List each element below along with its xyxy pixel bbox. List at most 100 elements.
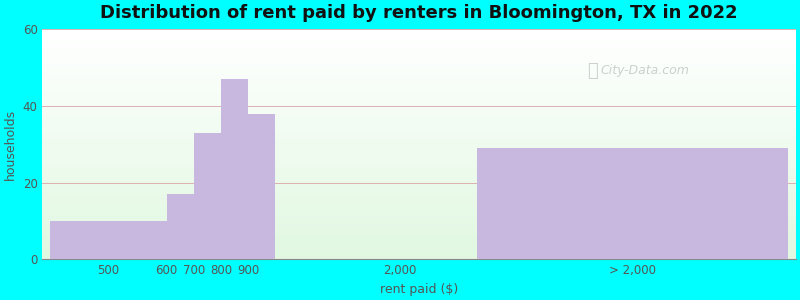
X-axis label: rent paid ($): rent paid ($): [380, 283, 458, 296]
Bar: [42, 94, 796, 96]
Bar: [42, 170, 796, 172]
Bar: [42, 257, 796, 260]
Bar: [42, 43, 796, 45]
Bar: [42, 206, 796, 209]
Bar: [42, 246, 796, 248]
Bar: [42, 75, 796, 78]
Bar: [42, 140, 796, 142]
Bar: [42, 48, 796, 50]
Bar: [42, 117, 796, 119]
Bar: [42, 78, 796, 80]
Bar: [42, 114, 796, 117]
Bar: [42, 73, 796, 75]
Bar: [42, 255, 796, 257]
Bar: [42, 38, 796, 41]
Bar: [42, 128, 796, 130]
Bar: [42, 250, 796, 253]
Bar: [42, 29, 796, 32]
Bar: [42, 197, 796, 200]
Bar: [42, 107, 796, 110]
Bar: [42, 34, 796, 36]
Bar: [42, 172, 796, 174]
Bar: [42, 110, 796, 112]
Bar: [42, 80, 796, 82]
Bar: [42, 85, 796, 87]
Bar: [42, 41, 796, 43]
Bar: [42, 181, 796, 184]
Bar: [42, 158, 796, 160]
Bar: [42, 52, 796, 55]
Bar: [42, 174, 796, 177]
Bar: [42, 204, 796, 206]
Bar: [42, 89, 796, 92]
Bar: [42, 223, 796, 225]
Bar: [42, 241, 796, 243]
Bar: [42, 137, 796, 140]
Bar: [42, 142, 796, 144]
Bar: [42, 151, 796, 154]
Bar: [42, 59, 796, 61]
Bar: [42, 184, 796, 186]
Bar: [42, 209, 796, 211]
Bar: [42, 163, 796, 165]
Bar: [42, 66, 796, 68]
Bar: [42, 232, 796, 234]
Bar: [42, 119, 796, 121]
Bar: [42, 243, 796, 246]
Y-axis label: households: households: [4, 109, 17, 180]
Bar: [42, 126, 796, 128]
Bar: [194, 133, 221, 260]
Bar: [221, 79, 248, 260]
Bar: [42, 61, 796, 64]
Bar: [42, 133, 796, 135]
Bar: [42, 236, 796, 239]
Bar: [42, 87, 796, 89]
Bar: [42, 144, 796, 147]
Bar: [42, 179, 796, 181]
Bar: [42, 225, 796, 227]
Bar: [42, 188, 796, 190]
Bar: [42, 186, 796, 188]
Bar: [42, 50, 796, 52]
Bar: [42, 149, 796, 151]
Bar: [166, 194, 194, 260]
Bar: [42, 82, 796, 85]
Bar: [42, 71, 796, 73]
Bar: [42, 213, 796, 216]
Bar: [50, 221, 166, 260]
Bar: [42, 160, 796, 163]
Bar: [42, 55, 796, 57]
Bar: [42, 200, 796, 202]
Bar: [42, 32, 796, 34]
Bar: [42, 234, 796, 236]
Bar: [42, 195, 796, 197]
Bar: [42, 147, 796, 149]
Bar: [42, 190, 796, 193]
Text: ⓒ: ⓒ: [587, 62, 598, 80]
Bar: [42, 68, 796, 71]
Bar: [42, 218, 796, 220]
Bar: [42, 165, 796, 167]
Bar: [42, 156, 796, 158]
Bar: [42, 167, 796, 170]
Bar: [42, 112, 796, 114]
Bar: [42, 220, 796, 223]
Title: Distribution of rent paid by renters in Bloomington, TX in 2022: Distribution of rent paid by renters in …: [100, 4, 738, 22]
Bar: [42, 211, 796, 213]
Bar: [42, 202, 796, 204]
Bar: [42, 100, 796, 103]
Bar: [42, 216, 796, 218]
Bar: [42, 103, 796, 105]
Bar: [42, 98, 796, 101]
Bar: [42, 253, 796, 255]
Bar: [42, 177, 796, 179]
Bar: [42, 193, 796, 195]
Bar: [42, 227, 796, 230]
Bar: [42, 130, 796, 133]
Bar: [42, 57, 796, 59]
Bar: [42, 135, 796, 137]
Bar: [42, 230, 796, 232]
Bar: [42, 124, 796, 126]
Bar: [42, 96, 796, 98]
Bar: [42, 239, 796, 241]
